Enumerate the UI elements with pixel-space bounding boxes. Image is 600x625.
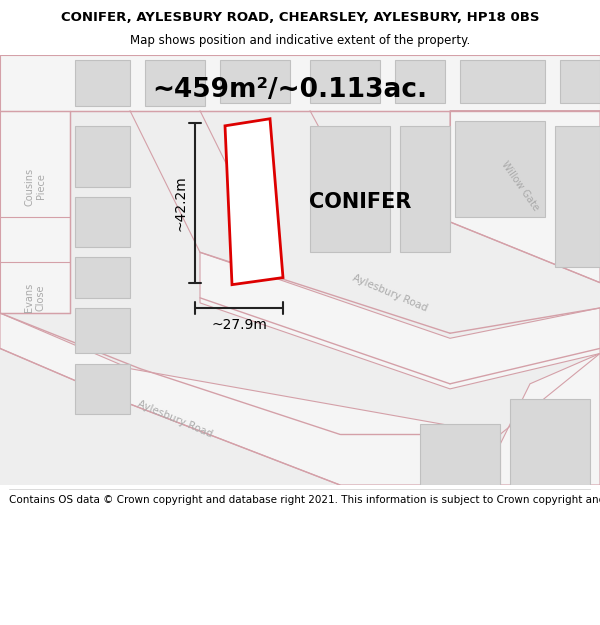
Polygon shape bbox=[460, 60, 545, 102]
Polygon shape bbox=[455, 121, 545, 217]
Polygon shape bbox=[225, 119, 283, 284]
Polygon shape bbox=[0, 55, 70, 313]
Polygon shape bbox=[75, 197, 130, 248]
Text: Evans
Close: Evans Close bbox=[24, 283, 46, 312]
Polygon shape bbox=[0, 313, 500, 485]
Polygon shape bbox=[420, 424, 500, 485]
Text: CONIFER, AYLESBURY ROAD, CHEARSLEY, AYLESBURY, HP18 0BS: CONIFER, AYLESBURY ROAD, CHEARSLEY, AYLE… bbox=[61, 11, 539, 24]
Polygon shape bbox=[555, 126, 600, 268]
Polygon shape bbox=[75, 60, 130, 106]
Text: ~42.2m: ~42.2m bbox=[173, 175, 187, 231]
Text: Aylesbury Road: Aylesbury Road bbox=[136, 399, 214, 439]
Polygon shape bbox=[310, 60, 380, 102]
Polygon shape bbox=[145, 60, 205, 106]
Text: Willow Gate: Willow Gate bbox=[499, 160, 541, 213]
Text: Contains OS data © Crown copyright and database right 2021. This information is : Contains OS data © Crown copyright and d… bbox=[9, 495, 600, 505]
Text: Map shows position and indicative extent of the property.: Map shows position and indicative extent… bbox=[130, 34, 470, 47]
Polygon shape bbox=[450, 111, 600, 282]
Polygon shape bbox=[400, 126, 450, 253]
Text: Cousins
Piece: Cousins Piece bbox=[24, 168, 46, 206]
Text: ~27.9m: ~27.9m bbox=[211, 318, 267, 332]
Text: ~459m²/~0.113ac.: ~459m²/~0.113ac. bbox=[152, 78, 428, 103]
Polygon shape bbox=[0, 55, 600, 485]
Polygon shape bbox=[510, 399, 590, 485]
Polygon shape bbox=[75, 258, 130, 298]
Polygon shape bbox=[395, 60, 445, 102]
Polygon shape bbox=[310, 126, 390, 253]
Text: CONIFER: CONIFER bbox=[309, 192, 411, 212]
Polygon shape bbox=[220, 60, 290, 102]
Text: Aylesbury Road: Aylesbury Road bbox=[351, 272, 429, 313]
Polygon shape bbox=[560, 60, 600, 102]
Polygon shape bbox=[75, 126, 130, 186]
Polygon shape bbox=[75, 308, 130, 354]
Polygon shape bbox=[75, 364, 130, 414]
Polygon shape bbox=[0, 55, 600, 111]
Polygon shape bbox=[200, 253, 600, 389]
Polygon shape bbox=[480, 354, 600, 485]
